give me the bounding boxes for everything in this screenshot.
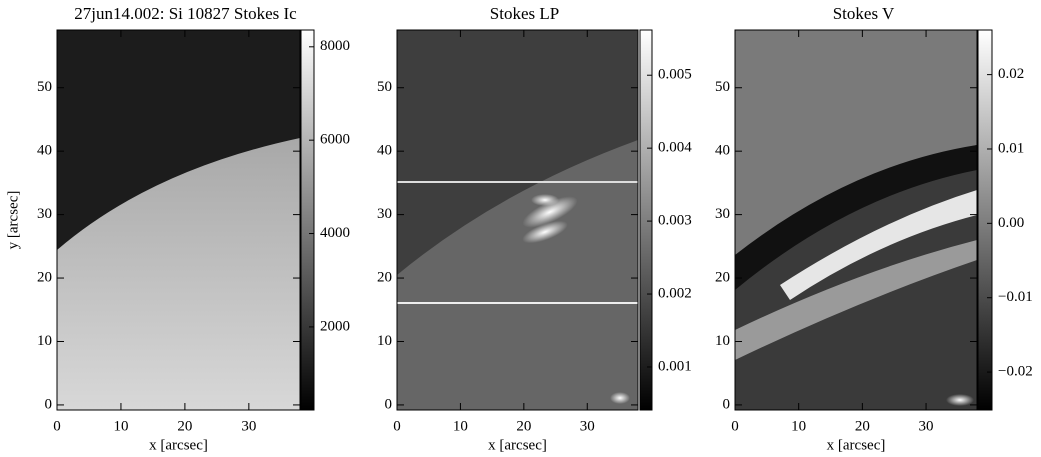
y-tick-label: 0 [723, 396, 731, 412]
colorbar-tick-label: 0.02 [998, 66, 1024, 82]
x-tick-label: 20 [177, 418, 192, 434]
x-axis-label: x [arcsec] [149, 437, 208, 453]
x-tick-label: 20 [855, 418, 870, 434]
y-tick-label: 10 [37, 333, 52, 349]
x-tick-label: 10 [791, 418, 806, 434]
x-axis-label: x [arcsec] [488, 437, 547, 453]
colorbar [639, 29, 653, 411]
y-tick-label: 30 [715, 206, 730, 222]
colorbar-tick-label: 2000 [320, 318, 350, 334]
x-tick-label: 0 [53, 418, 61, 434]
y-tick-label: 30 [37, 206, 52, 222]
y-tick-label: 50 [377, 79, 392, 95]
y-tick-label: 20 [715, 269, 730, 285]
y-tick-label: 20 [377, 269, 392, 285]
x-axis-label: x [arcsec] [827, 437, 886, 453]
colorbar-tick-label: 0.003 [658, 213, 692, 229]
y-tick-label: 0 [385, 396, 393, 412]
plot-frame [734, 29, 978, 411]
y-tick-label: 10 [715, 333, 730, 349]
x-tick-label: 20 [516, 418, 531, 434]
colorbar-tick-label: 6000 [320, 132, 350, 148]
panel-title: Stokes LP [490, 4, 559, 23]
x-tick-label: 0 [393, 418, 401, 434]
x-tick-label: 0 [731, 418, 739, 434]
y-tick-label: 40 [37, 143, 52, 159]
colorbar-tick-label: 0.00 [998, 215, 1024, 231]
y-tick-label: 40 [377, 143, 392, 159]
plot-frame [396, 29, 639, 411]
x-tick-label: 10 [453, 418, 468, 434]
colorbar-tick-label: −0.01 [998, 289, 1033, 305]
colorbar-tick-label: 8000 [320, 38, 350, 54]
linear-polarization-image [397, 30, 638, 410]
x-tick-label: 30 [241, 418, 256, 434]
colorbar-tick-label: 0.002 [658, 285, 692, 301]
colorbar-tick-label: 4000 [320, 225, 350, 241]
colorbar-tick-label: 0.005 [658, 67, 692, 83]
panel-title: 27jun14.002: Si 10827 Stokes Ic [74, 4, 297, 23]
y-tick-label: 10 [377, 333, 392, 349]
panel-title: Stokes V [833, 4, 895, 23]
y-tick-label: 40 [715, 143, 730, 159]
colorbar [300, 29, 315, 411]
x-tick-label: 30 [580, 418, 595, 434]
colorbar-tick-label: 0.004 [658, 140, 692, 156]
x-tick-label: 30 [919, 418, 934, 434]
colorbar [977, 29, 993, 411]
y-tick-label: 20 [37, 269, 52, 285]
y-axis-label: y [arcsec] [5, 191, 21, 250]
circular-polarization-image [735, 30, 977, 410]
y-tick-label: 50 [715, 79, 730, 95]
y-tick-label: 30 [377, 206, 392, 222]
colorbar-tick-label: 0.01 [998, 140, 1024, 156]
y-tick-label: 50 [37, 79, 52, 95]
colorbar-tick-label: 0.001 [658, 358, 692, 374]
plot-frame [56, 29, 301, 411]
intensity-image [57, 30, 300, 410]
y-tick-label: 0 [45, 396, 53, 412]
x-tick-label: 10 [113, 418, 128, 434]
colorbar-tick-label: −0.02 [998, 364, 1033, 380]
